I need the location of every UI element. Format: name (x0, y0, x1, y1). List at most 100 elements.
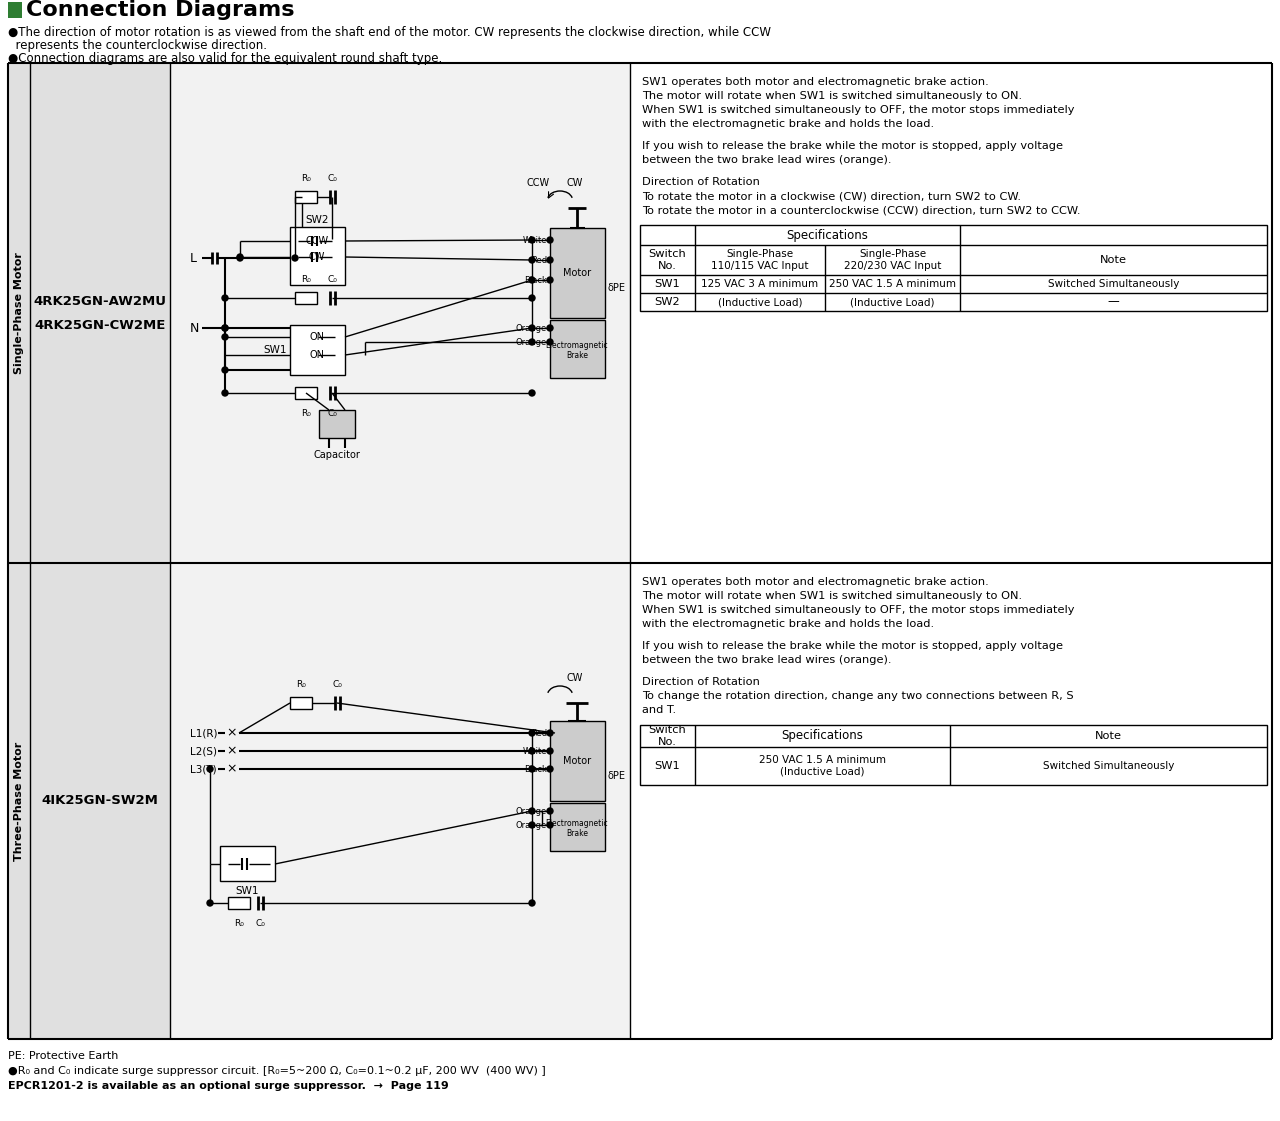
Text: When SW1 is switched simultaneously to OFF, the motor stops immediately: When SW1 is switched simultaneously to O… (643, 105, 1074, 115)
Bar (291, 697, 312, 708)
Text: Direction of Rotation: Direction of Rotation (643, 677, 760, 687)
Circle shape (221, 334, 228, 340)
Text: C₀: C₀ (255, 919, 265, 928)
Text: Single-Phase
110/115 VAC Input: Single-Phase 110/115 VAC Input (712, 249, 809, 271)
Text: 4RK25GN-AW2MU: 4RK25GN-AW2MU (33, 295, 166, 307)
Bar (640, 725, 1267, 785)
Bar (228, 897, 250, 909)
Text: ×: × (227, 744, 237, 758)
Text: 250 VAC 1.5 A minimum
(Inductive Load): 250 VAC 1.5 A minimum (Inductive Load) (759, 756, 886, 777)
Text: ON: ON (310, 350, 325, 360)
Text: R₀: R₀ (301, 174, 311, 183)
Text: CW: CW (567, 673, 584, 683)
Bar (8, 563, 170, 1039)
Text: C₀: C₀ (328, 174, 337, 183)
Text: Orange: Orange (516, 821, 547, 830)
Bar (8, 2, 22, 18)
Text: To rotate the motor in a clockwise (CW) direction, turn SW2 to CW.: To rotate the motor in a clockwise (CW) … (643, 191, 1021, 201)
Text: Specifications: Specifications (782, 730, 864, 742)
Bar (550, 803, 605, 851)
Text: SW1: SW1 (654, 761, 681, 771)
Circle shape (221, 295, 228, 302)
Text: White: White (522, 235, 547, 244)
Bar (291, 325, 346, 376)
Circle shape (547, 748, 553, 754)
Text: Black: Black (524, 276, 547, 285)
Text: Brake: Brake (566, 828, 588, 837)
Text: CCW: CCW (306, 237, 329, 245)
Text: ×: × (227, 762, 237, 776)
Circle shape (221, 390, 228, 396)
Text: Electromagnetic: Electromagnetic (545, 341, 608, 350)
Text: Switched Simultaneously: Switched Simultaneously (1043, 761, 1174, 771)
Text: To rotate the motor in a counterclockwise (CCW) direction, turn SW2 to CCW.: To rotate the motor in a counterclockwis… (643, 205, 1080, 215)
Text: ●The direction of motor rotation is as viewed from the shaft end of the motor. C: ●The direction of motor rotation is as v… (8, 26, 771, 39)
Text: with the electromagnetic brake and holds the load.: with the electromagnetic brake and holds… (643, 119, 934, 129)
Text: SW1: SW1 (654, 279, 681, 289)
Text: C₀: C₀ (332, 680, 342, 689)
Text: When SW1 is switched simultaneously to OFF, the motor stops immediately: When SW1 is switched simultaneously to O… (643, 605, 1074, 615)
Text: CW: CW (567, 178, 584, 188)
Circle shape (529, 277, 535, 282)
Circle shape (221, 325, 228, 331)
Bar (291, 226, 346, 285)
Text: White: White (522, 747, 547, 756)
Text: L1(R): L1(R) (189, 728, 218, 738)
Circle shape (207, 766, 212, 772)
Text: between the two brake lead wires (orange).: between the two brake lead wires (orange… (643, 155, 891, 165)
Text: Motor: Motor (563, 268, 591, 278)
Text: EPCR1201-2 is available as an optional surge suppressor.  →  Page 119: EPCR1201-2 is available as an optional s… (8, 1081, 449, 1091)
Text: Three-Phase Motor: Three-Phase Motor (14, 741, 24, 861)
Text: R₀: R₀ (301, 409, 311, 418)
Circle shape (237, 254, 243, 260)
Circle shape (237, 254, 243, 261)
Text: Switched Simultaneously: Switched Simultaneously (1048, 279, 1179, 289)
Circle shape (529, 808, 535, 814)
Text: with the electromagnetic brake and holds the load.: with the electromagnetic brake and holds… (643, 619, 934, 629)
Circle shape (529, 822, 535, 828)
Circle shape (529, 237, 535, 243)
Bar (170, 63, 630, 563)
Text: Specifications: Specifications (787, 229, 868, 241)
Text: SW2: SW2 (305, 215, 329, 225)
Text: 250 VAC 1.5 A minimum: 250 VAC 1.5 A minimum (829, 279, 956, 289)
Text: If you wish to release the brake while the motor is stopped, apply voltage: If you wish to release the brake while t… (643, 641, 1062, 651)
Circle shape (547, 822, 553, 828)
Text: δPE: δPE (607, 282, 625, 293)
Text: Electromagnetic: Electromagnetic (545, 818, 608, 827)
Text: Black: Black (524, 765, 547, 773)
Circle shape (529, 730, 535, 736)
Text: To change the rotation direction, change any two connections between R, S: To change the rotation direction, change… (643, 691, 1074, 701)
Text: Switch
No.: Switch No. (649, 249, 686, 271)
Circle shape (529, 766, 535, 772)
Text: (Inductive Load): (Inductive Load) (850, 297, 934, 307)
Circle shape (529, 339, 535, 345)
Text: Note: Note (1094, 731, 1123, 741)
Bar (319, 410, 355, 438)
Text: PE: Protective Earth: PE: Protective Earth (8, 1051, 118, 1060)
Circle shape (547, 808, 553, 814)
Text: 4RK25GN-CW2ME: 4RK25GN-CW2ME (35, 318, 165, 332)
Circle shape (221, 367, 228, 373)
Text: and T.: and T. (643, 705, 676, 715)
Circle shape (529, 325, 535, 331)
Text: Orange: Orange (516, 806, 547, 815)
Bar (294, 291, 317, 304)
Text: C₀: C₀ (328, 275, 337, 284)
Circle shape (529, 900, 535, 906)
Bar (8, 63, 170, 563)
Text: R₀: R₀ (234, 919, 244, 928)
Text: 4IK25GN-SW2M: 4IK25GN-SW2M (41, 795, 159, 807)
Text: CCW: CCW (526, 178, 549, 188)
Bar (550, 721, 605, 802)
Circle shape (529, 390, 535, 396)
Text: N: N (189, 322, 200, 334)
Text: L: L (189, 251, 197, 265)
Text: Connection Diagrams: Connection Diagrams (26, 0, 294, 20)
Text: between the two brake lead wires (orange).: between the two brake lead wires (orange… (643, 655, 891, 665)
Bar (640, 225, 1267, 311)
Text: SW1 operates both motor and electromagnetic brake action.: SW1 operates both motor and electromagne… (643, 577, 988, 587)
Text: —: — (1107, 296, 1120, 308)
Text: L3(T): L3(T) (189, 765, 216, 773)
Text: Orange: Orange (516, 337, 547, 346)
